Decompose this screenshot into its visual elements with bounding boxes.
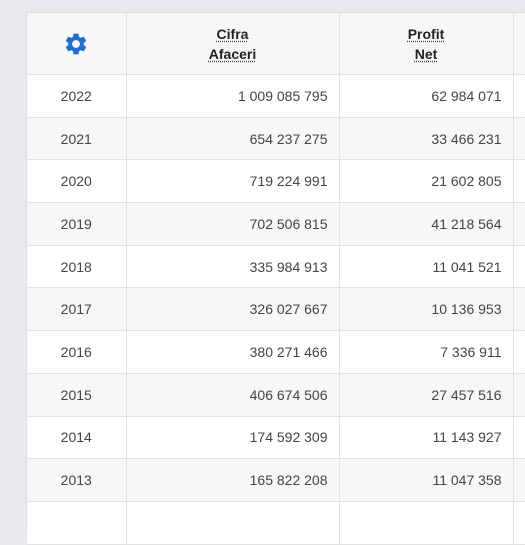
revenue-cell: 380 271 466 <box>126 330 340 374</box>
revenue-cell: 335 984 913 <box>126 245 340 289</box>
year-cell: 2013 <box>27 458 127 502</box>
table-row: 2018 335 984 913 11 041 521 <box>27 245 525 289</box>
next-column-cell <box>513 117 525 161</box>
profit-cell: 11 143 927 <box>339 416 514 460</box>
table-row: 2015 406 674 506 27 457 516 <box>27 373 525 417</box>
next-column-cell <box>513 330 525 374</box>
table-row: 2014 174 592 309 11 143 927 <box>27 416 525 460</box>
table-row: 2017 326 027 667 10 136 953 <box>27 287 525 332</box>
next-column-header-cell <box>513 13 525 75</box>
next-column-cell <box>513 74 525 118</box>
profit-cell: 33 466 231 <box>339 117 514 161</box>
financials-table-container: Cifra Afaceri Profit Net 2022 1 009 085 … <box>26 12 525 545</box>
year-cell: 2016 <box>27 330 127 374</box>
revenue-header-line1: Cifra <box>216 25 249 42</box>
profit-cell: 10 136 953 <box>339 287 514 332</box>
next-column-cell <box>513 458 525 502</box>
revenue-header-cell[interactable]: Cifra Afaceri <box>126 13 340 75</box>
profit-cell: 11 041 521 <box>339 245 514 289</box>
year-cell: 2021 <box>27 117 127 161</box>
next-column-cell <box>513 501 525 545</box>
revenue-cell: 719 224 991 <box>126 159 340 204</box>
table-row: 2022 1 009 085 795 62 984 071 <box>27 74 525 118</box>
revenue-cell: 1 009 085 795 <box>126 74 340 118</box>
revenue-cell: 174 592 309 <box>126 416 340 460</box>
profit-cell: 27 457 516 <box>339 373 514 417</box>
year-cell: 2017 <box>27 287 127 332</box>
next-column-cell <box>513 202 525 246</box>
year-cell <box>27 501 127 545</box>
next-column-cell <box>513 245 525 289</box>
revenue-cell: 654 237 275 <box>126 117 340 161</box>
profit-cell <box>339 501 514 545</box>
revenue-cell: 702 506 815 <box>126 202 340 246</box>
profit-cell: 62 984 071 <box>339 74 514 118</box>
table-body: 2022 1 009 085 795 62 984 071 2021 654 2… <box>27 74 525 545</box>
profit-cell: 7 336 911 <box>339 330 514 374</box>
year-cell: 2014 <box>27 416 127 460</box>
table-row: 2019 702 506 815 41 218 564 <box>27 202 525 246</box>
gear-icon[interactable] <box>63 31 89 57</box>
next-column-cell <box>513 373 525 417</box>
table-row: 2013 165 822 208 11 047 358 <box>27 458 525 502</box>
settings-header-cell <box>27 13 127 75</box>
table-row: 2020 719 224 991 21 602 805 <box>27 159 525 204</box>
next-column-cell <box>513 416 525 460</box>
table-row <box>27 501 525 545</box>
year-cell: 2018 <box>27 245 127 289</box>
revenue-cell: 406 674 506 <box>126 373 340 417</box>
revenue-cell: 165 822 208 <box>126 458 340 502</box>
year-cell: 2020 <box>27 159 127 204</box>
year-cell: 2015 <box>27 373 127 417</box>
table-header-row: Cifra Afaceri Profit Net <box>27 13 525 75</box>
next-column-cell <box>513 287 525 332</box>
revenue-cell: 326 027 667 <box>126 287 340 332</box>
next-column-cell <box>513 159 525 204</box>
financials-table: Cifra Afaceri Profit Net 2022 1 009 085 … <box>27 13 525 545</box>
revenue-cell <box>126 501 340 545</box>
revenue-header-line2: Afaceri <box>208 45 257 62</box>
profit-cell: 11 047 358 <box>339 458 514 502</box>
table-row: 2016 380 271 466 7 336 911 <box>27 330 525 374</box>
profit-header-line1: Profit <box>407 25 445 42</box>
table-row: 2021 654 237 275 33 466 231 <box>27 117 525 161</box>
profit-header-line2: Net <box>414 45 438 62</box>
year-cell: 2019 <box>27 202 127 246</box>
profit-header-cell[interactable]: Profit Net <box>339 13 514 75</box>
profit-cell: 21 602 805 <box>339 159 514 204</box>
profit-cell: 41 218 564 <box>339 202 514 246</box>
year-cell: 2022 <box>27 74 127 118</box>
